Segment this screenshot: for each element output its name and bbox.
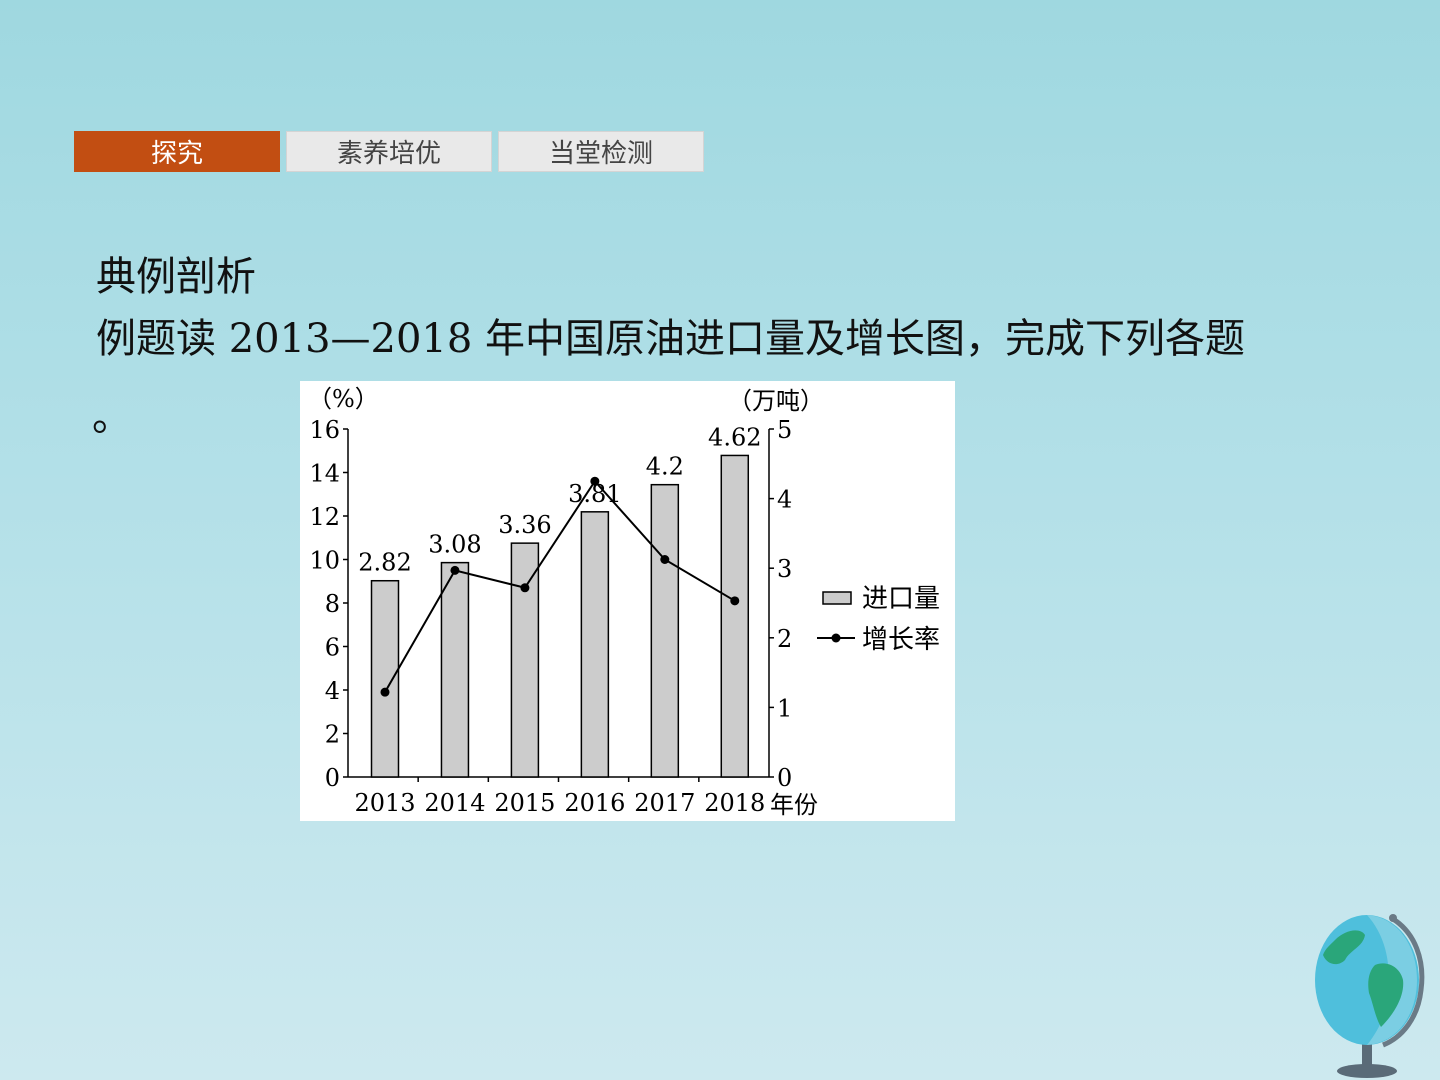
chart-panel: 0 2 4 6 8 10 12 14 16 0 1 2 3 4 5 （%） （万吨） 2.82 3.08 3.36 3.…: [300, 381, 955, 821]
question-end-mark: 。: [92, 394, 132, 440]
x-tick-label: 2015: [494, 789, 555, 817]
left-tick-label: 14: [309, 460, 340, 488]
tab-bar: 探究 素养培优 当堂检测: [74, 131, 704, 172]
right-tick-label: 0: [777, 764, 792, 792]
bar-2014: [440, 561, 470, 778]
right-tick-label: 1: [777, 694, 792, 722]
bar-2015: [510, 542, 540, 778]
right-tick-label: 2: [777, 625, 792, 653]
legend-label-import: 进口量: [862, 584, 940, 614]
question-text: 例题读 2013—2018 年中国原油进口量及增长图，完成下列各题: [96, 306, 1245, 364]
bar-data-label: 3.08: [428, 531, 481, 559]
x-tick-label: 2017: [634, 789, 695, 817]
question-prefix: 例题读: [96, 316, 229, 362]
right-tick-label: 3: [777, 555, 792, 583]
question-suffix: 年中国原油进口量及增长图，完成下列各题: [472, 316, 1246, 362]
bar-data-label: 2.82: [358, 549, 411, 577]
bar-data-label: 4.2: [646, 453, 684, 481]
bar-2017: [650, 483, 680, 778]
x-tick-label: 2018: [704, 789, 765, 817]
left-tick-label: 16: [309, 416, 340, 444]
question-end-year: 2018: [370, 316, 473, 362]
left-axis-label: （%）: [308, 385, 379, 413]
growth-point-2014: [450, 565, 460, 575]
globe-icon: [1315, 914, 1425, 1078]
left-tick-label: 0: [325, 764, 340, 792]
bar-2016: [580, 511, 610, 778]
legend-bar-swatch: [822, 591, 852, 605]
x-tick-label: 2016: [564, 789, 625, 817]
left-tick-label: 8: [325, 590, 340, 618]
bar-2018: [720, 454, 750, 778]
x-tick-label: 2013: [354, 789, 415, 817]
left-tick-label: 6: [325, 634, 340, 662]
growth-point-2018: [730, 596, 740, 606]
left-tick-label: 4: [325, 677, 340, 705]
growth-point-2015: [520, 583, 530, 593]
growth-point-2016: [590, 476, 600, 486]
left-tick-label: 12: [309, 503, 340, 531]
bar-data-label: 3.36: [498, 511, 551, 539]
bar-2013: [370, 579, 400, 778]
tab-explore[interactable]: 探究: [74, 131, 280, 172]
growth-rate-line: [384, 479, 736, 693]
legend-label-growth: 增长率: [862, 625, 940, 655]
section-title: 典例剖析: [96, 254, 256, 300]
right-tick-label: 4: [777, 486, 792, 514]
x-tick-label: 2014: [424, 789, 485, 817]
growth-point-2013: [380, 687, 390, 697]
legend-line-marker: [831, 633, 841, 643]
tab-quiz[interactable]: 当堂检测: [498, 131, 704, 172]
left-tick-label: 10: [309, 547, 340, 575]
tab-literacy[interactable]: 素养培优: [286, 131, 492, 172]
right-tick-label: 5: [777, 416, 792, 444]
growth-point-2017: [660, 555, 670, 564]
x-axis-label: 年份: [770, 791, 818, 819]
bar-data-label: 4.62: [708, 423, 761, 451]
left-tick-label: 2: [325, 721, 340, 749]
question-start-year: 2013: [228, 316, 331, 362]
question-dash: —: [330, 316, 371, 362]
right-axis-label: （万吨）: [728, 387, 824, 415]
